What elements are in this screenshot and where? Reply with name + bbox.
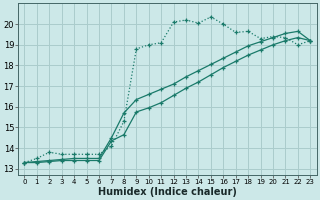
X-axis label: Humidex (Indice chaleur): Humidex (Indice chaleur) (98, 187, 237, 197)
